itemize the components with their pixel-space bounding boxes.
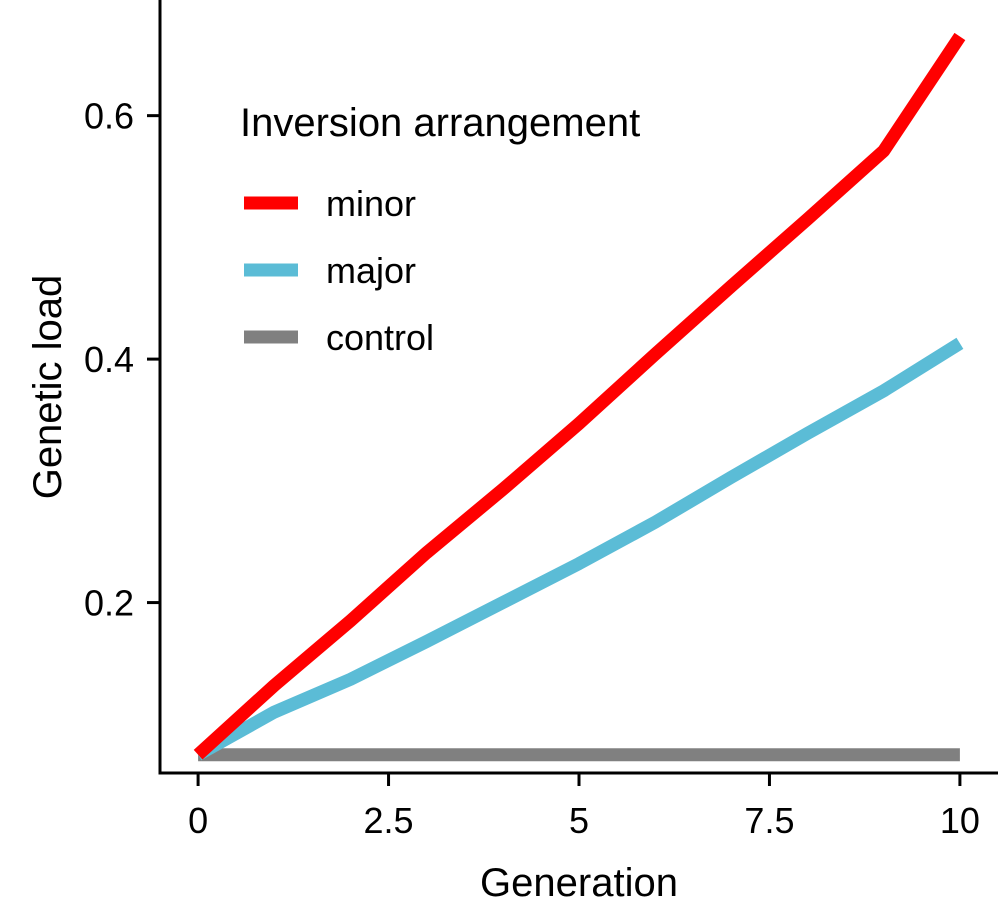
x-axis-title: Generation <box>480 861 678 899</box>
series-line-major <box>194 337 964 761</box>
x-tick-label: 0 <box>188 800 208 841</box>
x-axis-ticks: 0 2.5 5 7.5 10 <box>188 773 980 841</box>
x-tick-label: 2.5 <box>364 800 414 841</box>
x-tick-label: 7.5 <box>744 800 794 841</box>
legend-label-control: control <box>326 317 434 358</box>
legend-label-minor: minor <box>326 183 416 224</box>
y-tick-label: 0.2 <box>84 583 134 624</box>
legend-label-major: major <box>326 250 416 291</box>
y-axis-title: Genetic load <box>26 275 70 500</box>
y-tick-label: 0.4 <box>84 339 134 380</box>
legend-title: Inversion arrangement <box>240 101 640 145</box>
x-tick-label: 5 <box>569 800 589 841</box>
plot-series <box>193 32 966 762</box>
x-tick-label: 10 <box>940 800 980 841</box>
y-tick-label: 0.6 <box>84 96 134 137</box>
series-line-minor <box>193 32 966 760</box>
y-axis-ticks: 0.2 0.4 0.6 <box>84 96 160 624</box>
legend: Inversion arrangement minor major control <box>240 101 640 358</box>
